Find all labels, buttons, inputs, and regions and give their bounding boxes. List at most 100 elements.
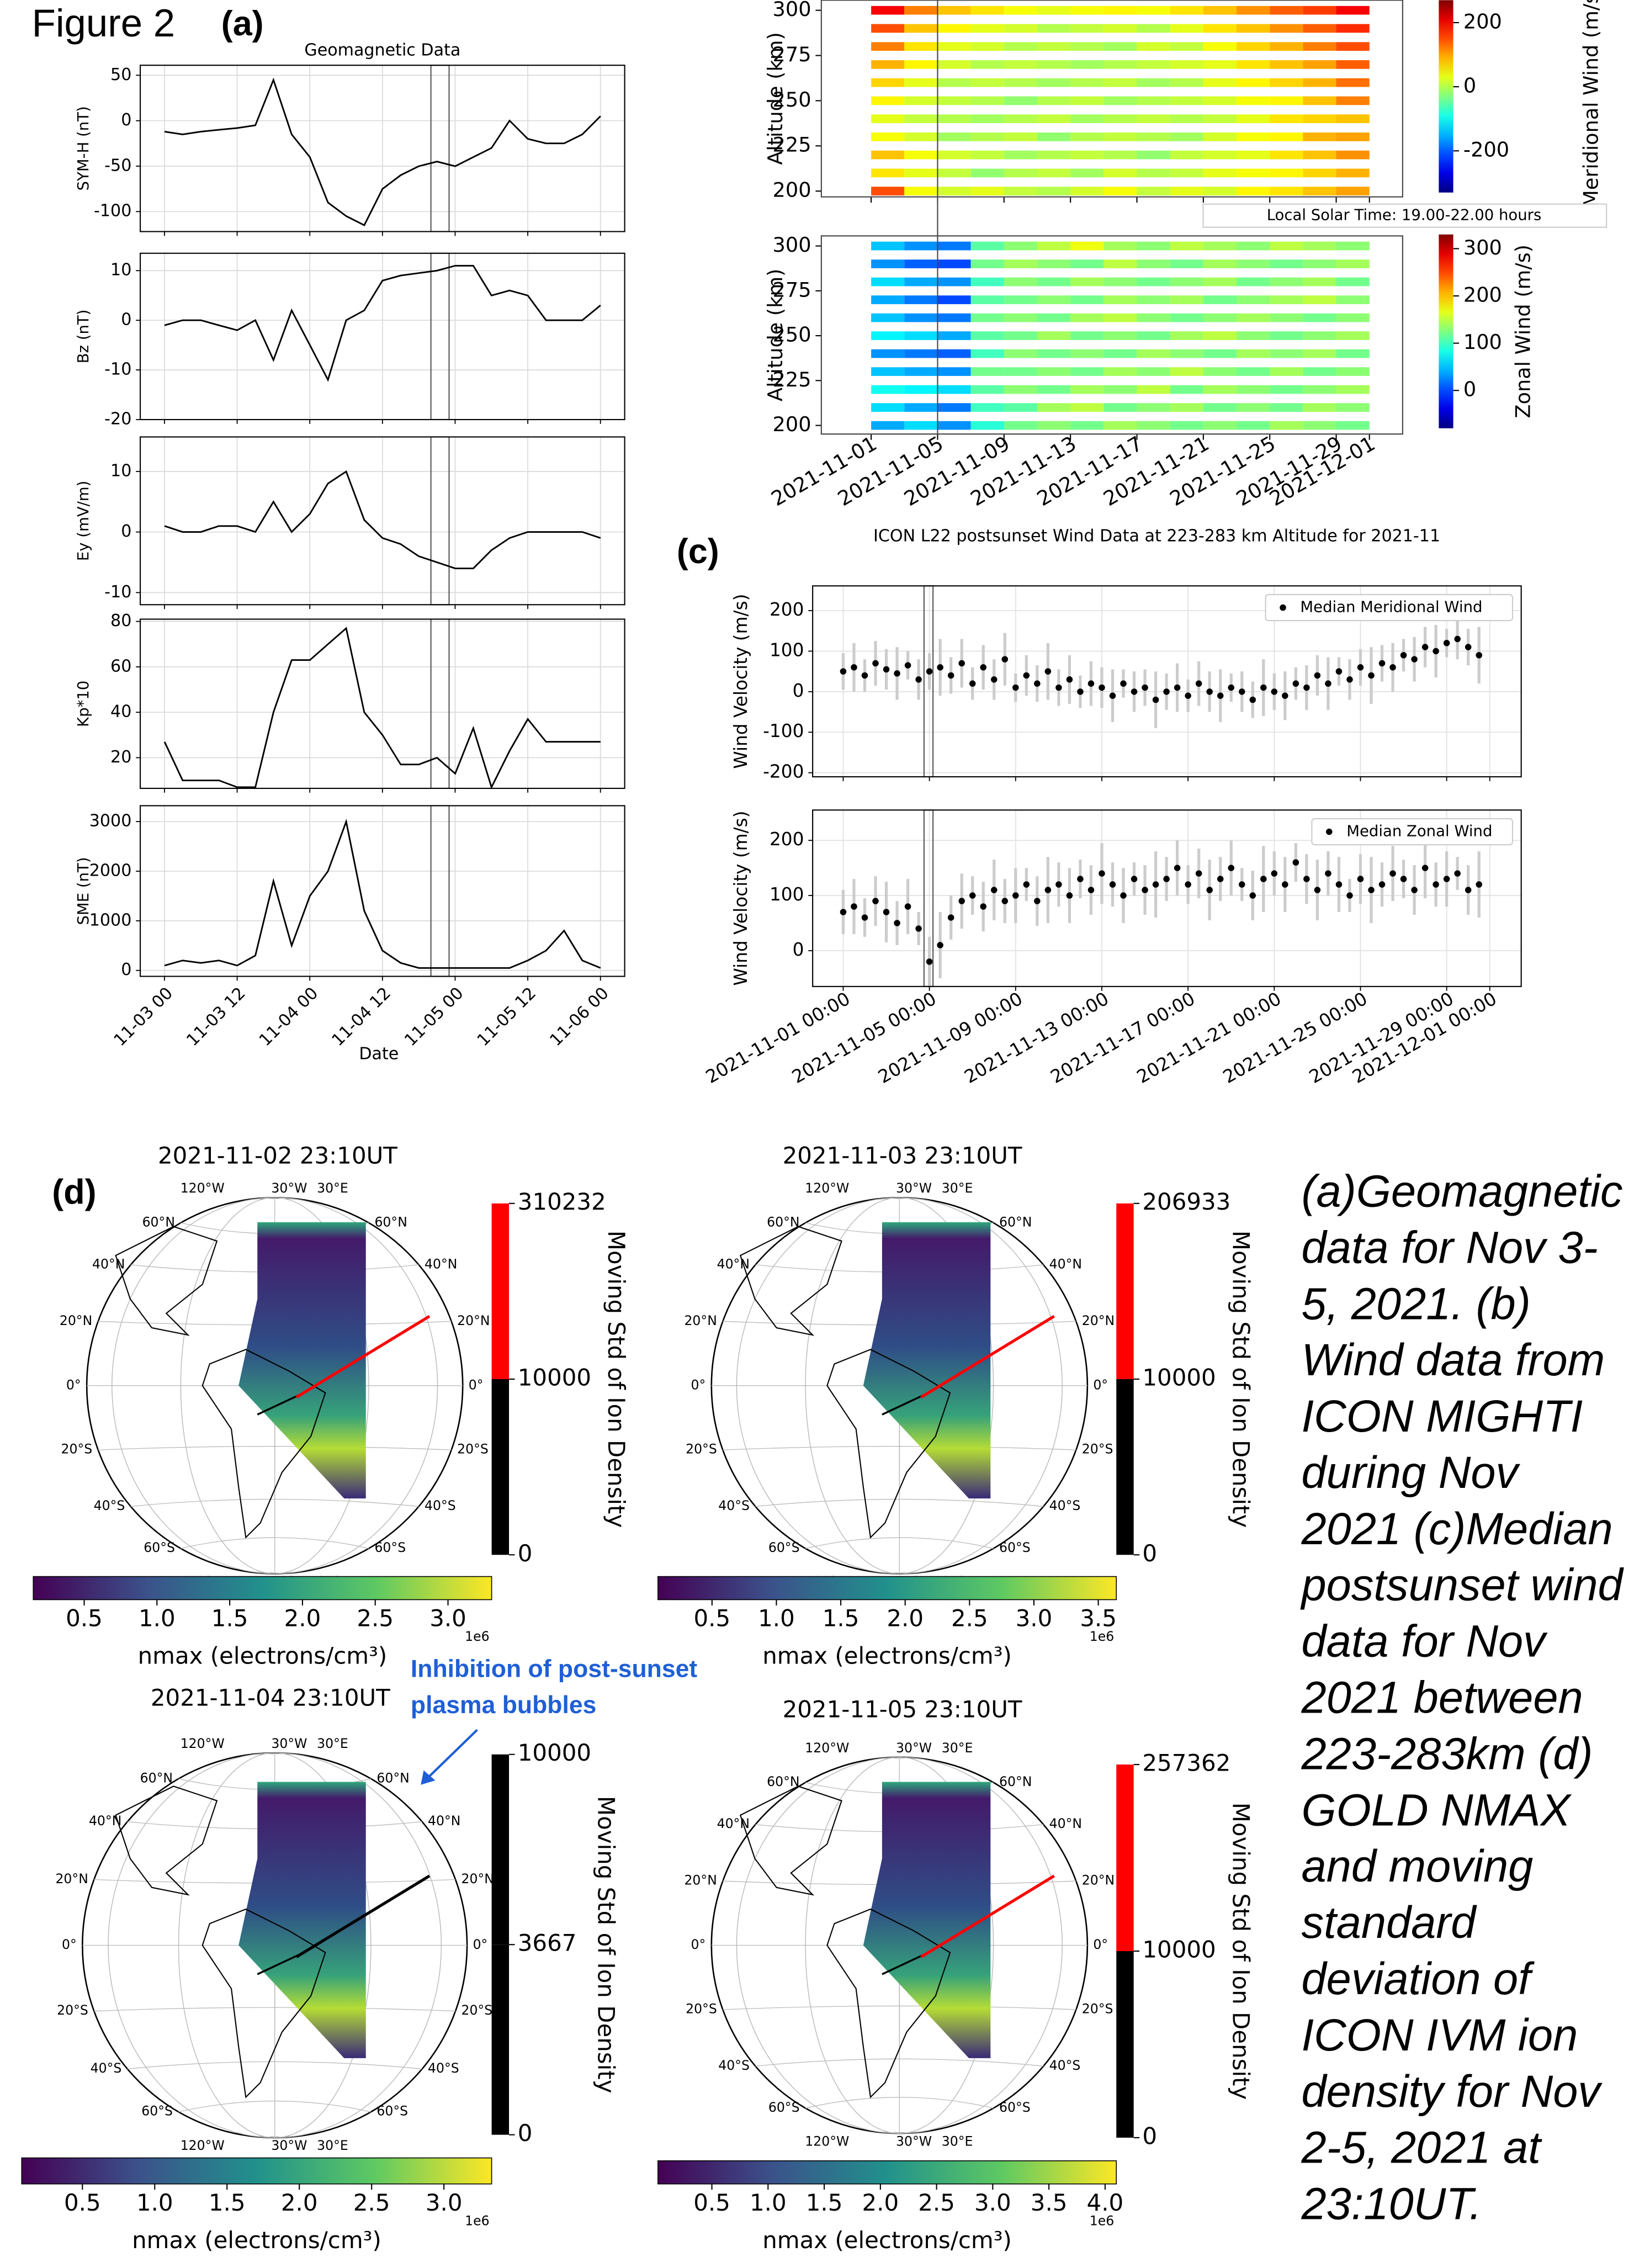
point — [1303, 876, 1310, 882]
colorbar-tick-label: 200 — [1463, 283, 1502, 306]
heat-cell — [1270, 241, 1303, 251]
point — [872, 898, 879, 904]
heat-cell — [1037, 385, 1071, 394]
point — [1389, 664, 1396, 671]
satellite-track — [920, 1315, 1055, 1398]
data-line — [164, 818, 601, 969]
heat-cell — [1270, 295, 1303, 304]
heat-cell — [1070, 114, 1104, 123]
point — [915, 925, 922, 932]
heat-cell — [871, 133, 905, 141]
heat-cell — [1070, 6, 1104, 15]
lat-label: 40°N — [717, 1816, 750, 1831]
point — [1087, 887, 1095, 893]
point — [1378, 881, 1386, 888]
y-axis-label: Bz (nT) — [75, 309, 92, 363]
heat-cell — [871, 42, 905, 51]
lat-label: 60°N — [767, 1774, 799, 1789]
lat-label: 60°S — [999, 1540, 1031, 1555]
heat-cell — [1137, 187, 1170, 195]
y-tick-label: 20 — [110, 748, 131, 767]
heat-cell — [1104, 114, 1137, 123]
heat-cell — [1203, 403, 1237, 412]
lat-label: 40°S — [1049, 1498, 1081, 1513]
heat-cell — [1037, 313, 1071, 322]
point — [1335, 881, 1343, 888]
heat-cell — [970, 24, 1004, 33]
lat-label: 20°N — [1082, 1873, 1115, 1888]
heat-cell — [1037, 187, 1071, 195]
lat-label: 0° — [1093, 1377, 1108, 1392]
heat-cell — [1336, 6, 1370, 15]
heat-cell — [1270, 367, 1303, 376]
colorbar-label: Moving Std of Ion Density — [603, 1231, 630, 1528]
caption-line: data for Nov 3- — [1302, 1222, 1598, 1273]
lat-label: 60°N — [376, 1770, 409, 1785]
heat-cell — [1303, 277, 1336, 287]
point — [1292, 680, 1299, 687]
heat-cell — [1137, 331, 1170, 340]
lat-label: 40°N — [1049, 1256, 1082, 1271]
heat-cell — [1170, 114, 1203, 123]
heat-cell — [1303, 349, 1336, 358]
heat-cell — [904, 78, 938, 87]
map-title: 2021-11-03 23:10UT — [783, 1142, 1022, 1169]
heat-cell — [1070, 78, 1104, 87]
satellite-track — [257, 1952, 304, 1975]
heat-cell — [904, 150, 938, 160]
heat-cell — [937, 24, 971, 33]
heat-cell — [904, 349, 938, 358]
y-tick-label: 3000 — [89, 812, 132, 831]
caption-line: 23:10UT. — [1301, 2179, 1482, 2229]
colorbar-scale: 1e6 — [465, 2213, 489, 2228]
heat-cell — [1070, 367, 1104, 376]
heat-cell — [871, 187, 905, 195]
heat-cell — [1336, 367, 1370, 376]
figure-label: Figure 2 — [32, 1, 175, 45]
y-tick-label: 300 — [773, 0, 811, 21]
heat-cell — [1004, 313, 1037, 322]
heat-cell — [904, 385, 938, 394]
x-tick-label: 11-05 12 — [474, 984, 540, 1050]
y-tick-label: -100 — [94, 202, 131, 221]
point — [1012, 684, 1019, 691]
lat-label: 40°S — [425, 1498, 456, 1513]
heat-cell — [871, 241, 905, 251]
heat-cell — [871, 96, 905, 105]
point — [1443, 876, 1450, 882]
x-axis-label: Date — [359, 1044, 399, 1063]
lat-label: 40°N — [428, 1813, 460, 1829]
heat-cell — [1070, 60, 1104, 69]
colorbar-tick-label: 206933 — [1142, 1188, 1230, 1215]
point — [1228, 865, 1234, 871]
heat-cell — [937, 385, 971, 394]
heat-cell — [1070, 187, 1104, 195]
y-tick-label: 0 — [121, 960, 131, 979]
y-axis-label: SME (nT) — [75, 857, 92, 925]
point — [1077, 688, 1084, 695]
y-tick-label: 0 — [121, 522, 131, 541]
heat-cell — [1104, 96, 1137, 105]
colorbar-tick-label: 2.0 — [281, 2189, 318, 2216]
point — [1465, 887, 1472, 893]
heat-cell — [1104, 349, 1137, 358]
heat-cell — [1070, 295, 1104, 304]
heat-cell — [1336, 60, 1370, 69]
lat-label: 0° — [473, 1937, 488, 1952]
heat-cell — [937, 367, 971, 376]
heat-cell — [1237, 277, 1270, 287]
heat-cell — [1170, 385, 1203, 394]
heat-cell — [1104, 385, 1137, 394]
heat-cell — [1037, 96, 1071, 105]
heat-cell — [904, 42, 938, 51]
heat-cell — [1137, 24, 1170, 33]
y-tick-label: -50 — [104, 156, 131, 175]
heat-cell — [1170, 78, 1203, 87]
point — [1433, 648, 1439, 655]
heat-cell — [1004, 259, 1037, 268]
lat-label: 60°N — [374, 1214, 407, 1230]
heat-cell — [871, 403, 905, 412]
colorbar-segment — [491, 1754, 510, 1945]
point — [990, 676, 998, 683]
